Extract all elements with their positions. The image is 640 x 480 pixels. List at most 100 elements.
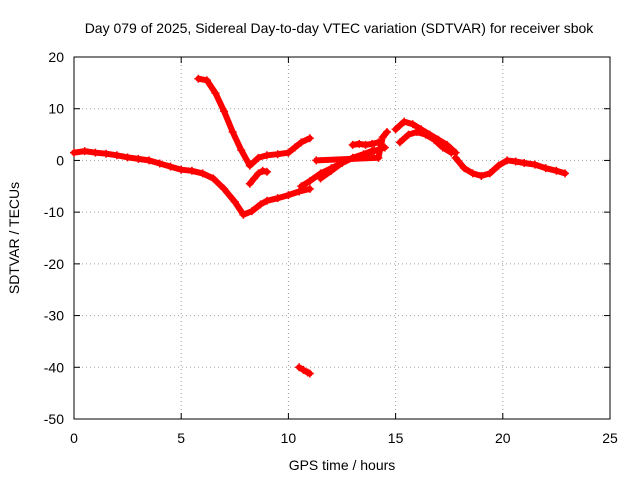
y-axis-label: SDTVAR / TECUs	[6, 182, 22, 294]
data-point	[312, 156, 321, 165]
series-arc-1	[70, 147, 314, 219]
series-arc-8	[312, 127, 392, 165]
data-point	[245, 179, 254, 188]
data-point	[209, 174, 218, 183]
data-point	[134, 154, 143, 163]
data-point	[295, 363, 304, 372]
x-tick-label: 20	[495, 430, 511, 446]
data-point	[228, 127, 237, 136]
chart-title: Day 079 of 2025, Sidereal Day-to-day VTE…	[85, 20, 595, 36]
data-point	[177, 165, 186, 174]
data-point	[494, 161, 503, 170]
series-arc-3	[245, 166, 271, 188]
data-point	[145, 156, 154, 165]
data-point	[530, 160, 539, 169]
y-tick-label: 10	[48, 101, 64, 117]
y-tick-label: -50	[44, 411, 64, 427]
data-point	[368, 139, 377, 148]
data-point	[123, 153, 132, 162]
data-point	[273, 150, 282, 159]
series-arc-7	[348, 138, 383, 149]
data-point	[374, 153, 383, 162]
data-point	[383, 127, 392, 136]
data-point	[305, 177, 314, 186]
data-point	[202, 76, 211, 85]
data-point	[91, 148, 100, 157]
data-point	[511, 157, 520, 166]
data-point	[211, 89, 220, 98]
y-tick-label: -30	[44, 308, 64, 324]
data-point	[198, 169, 207, 178]
data-point	[348, 140, 357, 149]
data-point	[438, 143, 447, 152]
data-point	[485, 169, 494, 178]
plot-frame	[73, 56, 611, 420]
data-point	[247, 207, 256, 216]
data-point	[256, 200, 265, 209]
data-point	[80, 147, 89, 156]
data-point	[220, 107, 229, 116]
series-arc-10	[395, 127, 456, 157]
data-point	[194, 74, 203, 83]
data-point	[327, 166, 336, 175]
series-arc-4	[284, 134, 314, 157]
x-tick-label: 15	[388, 430, 404, 446]
data-point	[284, 191, 293, 200]
data-point	[237, 146, 246, 155]
data-point	[520, 159, 529, 168]
data-point	[245, 161, 254, 170]
data-series	[70, 74, 569, 378]
data-point	[290, 143, 299, 152]
data-point	[477, 171, 486, 180]
data-point	[400, 117, 409, 126]
data-point	[112, 151, 121, 160]
data-point	[250, 174, 259, 183]
y-tick-label: -40	[44, 359, 64, 375]
data-point	[378, 133, 387, 142]
x-tick-label: 5	[177, 430, 185, 446]
data-point	[305, 184, 314, 193]
series-band	[285, 135, 313, 156]
data-point	[262, 196, 271, 205]
data-point	[316, 174, 325, 183]
axis-ticks	[73, 56, 611, 420]
data-point	[430, 135, 439, 144]
data-point	[395, 138, 404, 147]
data-point	[460, 164, 469, 173]
data-point	[239, 210, 248, 219]
data-point	[451, 153, 460, 162]
y-tick-labels: -50 -40 -30 -20 -10 0 10 20	[44, 49, 64, 427]
data-point	[220, 184, 229, 193]
data-point	[468, 169, 477, 178]
data-point	[299, 365, 308, 374]
data-point	[297, 182, 306, 191]
data-point	[305, 369, 314, 378]
data-point	[258, 166, 267, 175]
data-point	[166, 162, 175, 171]
data-point	[262, 151, 271, 160]
data-point	[295, 187, 304, 196]
data-point	[370, 146, 379, 155]
data-point	[262, 167, 271, 176]
data-point	[155, 159, 164, 168]
data-point	[254, 169, 263, 178]
x-tick-labels: 0 5 10 15 20 25	[70, 430, 618, 446]
data-point	[273, 194, 282, 203]
data-point	[355, 139, 364, 148]
x-tick-label: 0	[70, 430, 78, 446]
data-point	[284, 148, 293, 157]
data-point	[541, 164, 550, 173]
data-point	[391, 125, 400, 134]
data-point	[305, 134, 314, 143]
y-tick-label: -10	[44, 204, 64, 220]
x-tick-label: 25	[602, 430, 618, 446]
data-point	[361, 140, 370, 149]
y-tick-label: 20	[48, 49, 64, 65]
series-arc-11	[451, 153, 569, 180]
data-point	[102, 149, 111, 158]
data-point	[70, 148, 78, 157]
data-point	[404, 130, 413, 139]
series-band	[313, 129, 390, 164]
